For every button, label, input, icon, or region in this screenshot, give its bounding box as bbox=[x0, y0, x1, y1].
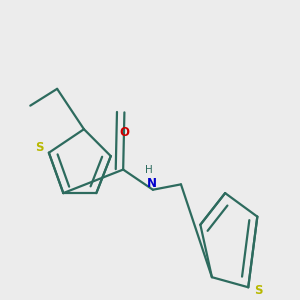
Text: O: O bbox=[119, 126, 129, 139]
Text: H: H bbox=[145, 165, 153, 175]
Text: N: N bbox=[147, 176, 157, 190]
Text: S: S bbox=[35, 141, 44, 154]
Text: S: S bbox=[254, 284, 262, 297]
